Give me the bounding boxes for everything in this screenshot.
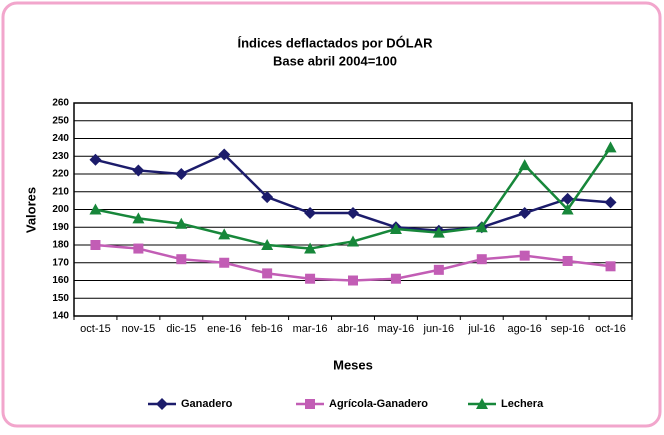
data-point <box>390 273 401 284</box>
data-point <box>305 273 316 284</box>
data-point <box>261 239 274 250</box>
data-point <box>175 217 188 229</box>
data-point <box>218 228 231 240</box>
y-tick-label: 250 <box>52 115 69 126</box>
x-tick-label: jun-16 <box>423 323 455 335</box>
data-point <box>389 223 402 235</box>
x-tick-label: feb-16 <box>252 323 283 335</box>
y-axis-label: Valores <box>23 187 38 233</box>
chart-title: Índices deflactados por DÓLAR <box>237 35 433 50</box>
plot-border <box>73 102 633 317</box>
x-tick-label: nov-15 <box>122 323 156 335</box>
x-tick-label: ene-16 <box>207 323 241 335</box>
data-point <box>561 192 574 205</box>
x-tick-label: oct-16 <box>595 323 626 335</box>
data-point <box>175 168 188 180</box>
data-point <box>304 207 317 220</box>
data-point <box>519 250 530 261</box>
x-tick-label: abr-16 <box>337 323 369 335</box>
chart-subtitle: Base abril 2004=100 <box>273 53 397 68</box>
y-tick-label: 150 <box>52 293 69 304</box>
data-point <box>261 191 274 204</box>
y-tick-label: 240 <box>52 133 69 144</box>
data-point <box>347 207 359 220</box>
data-point <box>132 212 145 224</box>
data-point <box>604 196 617 209</box>
data-point <box>132 164 145 177</box>
data-point <box>432 226 445 238</box>
x-tick-label: oct-15 <box>80 323 111 335</box>
data-point <box>476 254 487 265</box>
data-point <box>561 203 574 215</box>
y-tick-label: 220 <box>52 169 69 180</box>
data-point <box>433 264 444 275</box>
data-point <box>89 153 102 166</box>
data-point <box>89 203 102 215</box>
y-tick-label: 260 <box>52 98 69 109</box>
data-point <box>347 235 359 247</box>
legend-label: Lechera <box>501 398 544 410</box>
chart-frame <box>1 1 662 428</box>
y-tick-label: 200 <box>52 204 69 215</box>
legend-marker <box>156 398 168 410</box>
data-point <box>562 255 573 266</box>
data-point <box>90 240 101 250</box>
y-tick-label: 160 <box>52 275 69 286</box>
data-point <box>262 268 273 279</box>
y-tick-label: 210 <box>52 186 69 197</box>
data-point <box>219 257 230 268</box>
y-tick-label: 190 <box>52 222 69 233</box>
legend-marker <box>305 399 315 409</box>
data-point <box>348 275 358 286</box>
x-tick-label: mar-16 <box>293 323 328 335</box>
x-axis-label: Meses <box>333 357 373 372</box>
legend-marker <box>476 398 488 409</box>
data-point <box>475 221 488 233</box>
y-tick-label: 170 <box>52 257 69 268</box>
x-tick-label: sep-16 <box>551 323 585 335</box>
data-point <box>518 159 531 171</box>
x-tick-label: jul-16 <box>467 323 495 335</box>
y-tick-label: 230 <box>52 151 69 162</box>
data-point <box>133 243 144 254</box>
x-tick-label: dic-15 <box>166 323 196 335</box>
data-point <box>604 141 617 153</box>
data-point <box>176 254 187 265</box>
legend-label: Ganadero <box>181 398 233 410</box>
x-tick-label: ago-16 <box>508 323 542 335</box>
y-tick-label: 140 <box>52 311 69 322</box>
x-tick-label: may-16 <box>378 323 415 335</box>
legend-label: Agrícola-Ganadero <box>329 398 428 410</box>
data-point <box>218 148 231 161</box>
data-point <box>605 261 616 272</box>
y-tick-label: 180 <box>52 240 69 251</box>
data-point <box>518 207 531 220</box>
data-point <box>304 242 317 254</box>
